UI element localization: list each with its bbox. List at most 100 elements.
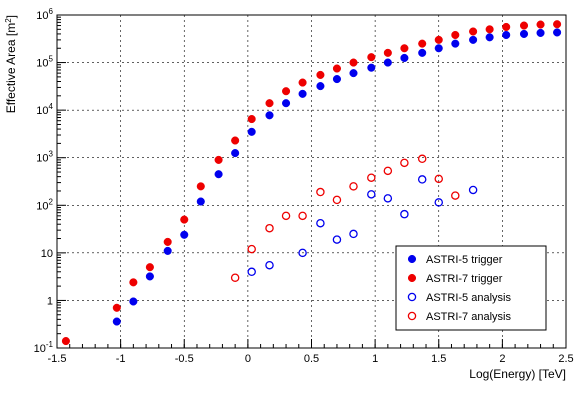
data-point bbox=[298, 89, 307, 98]
data-point bbox=[247, 267, 256, 277]
data-point bbox=[265, 99, 274, 108]
data-point bbox=[553, 28, 562, 37]
data-point bbox=[485, 33, 494, 42]
data-point bbox=[400, 44, 409, 53]
data-point bbox=[367, 53, 376, 62]
data-point bbox=[316, 187, 325, 197]
data-point bbox=[129, 297, 138, 306]
data-point bbox=[282, 87, 291, 96]
data-point bbox=[349, 229, 358, 239]
data-point bbox=[332, 64, 342, 73]
legend-box bbox=[395, 245, 547, 331]
y-tick-exponent: 5 bbox=[49, 55, 54, 64]
data-point bbox=[502, 22, 511, 32]
y-tick-exponent: 6 bbox=[49, 7, 54, 16]
data-point bbox=[282, 99, 291, 108]
data-point bbox=[61, 336, 70, 346]
data-point bbox=[400, 158, 409, 168]
y-tick-base: 10 bbox=[36, 200, 48, 212]
data-point bbox=[502, 30, 511, 40]
data-point bbox=[231, 149, 240, 158]
data-point bbox=[129, 278, 138, 287]
legend-entry-label: ASTRI-5 analysis bbox=[426, 292, 511, 304]
data-point bbox=[265, 111, 274, 120]
y-tick-base: 10 bbox=[36, 105, 48, 117]
data-point bbox=[418, 39, 427, 48]
data-point bbox=[298, 78, 307, 87]
y-tick-label: 103 bbox=[36, 150, 53, 165]
series-astri-7-analysis bbox=[230, 154, 460, 282]
legend-marker bbox=[407, 311, 417, 321]
y-tick-base: 10 bbox=[34, 343, 46, 355]
legend-marker bbox=[407, 292, 417, 302]
data-point bbox=[434, 174, 443, 184]
data-point bbox=[367, 173, 376, 182]
data-point bbox=[553, 20, 562, 29]
data-point bbox=[332, 195, 342, 205]
data-point bbox=[180, 215, 189, 224]
data-point bbox=[417, 154, 427, 164]
data-point bbox=[434, 35, 443, 44]
y-tick-exponent: 2 bbox=[49, 197, 54, 206]
data-point bbox=[214, 155, 223, 164]
x-tick-label: 0.5 bbox=[304, 353, 319, 365]
data-point bbox=[247, 127, 256, 136]
y-tick-label: 102 bbox=[36, 197, 53, 212]
y-axis-title-end: ] bbox=[4, 15, 18, 18]
data-point bbox=[519, 21, 529, 30]
data-point bbox=[247, 244, 256, 254]
data-point bbox=[281, 211, 291, 221]
y-tick-base: 10 bbox=[36, 153, 48, 165]
y-tick-label: 106 bbox=[36, 7, 53, 22]
data-point bbox=[434, 44, 443, 53]
data-point bbox=[451, 39, 460, 48]
data-point bbox=[349, 58, 358, 67]
x-tick-label: -1 bbox=[116, 353, 126, 365]
data-point bbox=[316, 70, 325, 79]
y-tick-base: 10 bbox=[36, 58, 48, 70]
data-point bbox=[196, 197, 205, 206]
data-points bbox=[61, 20, 562, 346]
y-axis-title: Effective Area [m2] bbox=[4, 15, 18, 113]
data-point bbox=[400, 53, 409, 63]
data-point bbox=[298, 248, 307, 258]
data-point bbox=[469, 27, 478, 36]
y-tick-base: 10 bbox=[36, 10, 48, 22]
data-point bbox=[349, 182, 358, 191]
y-tick-value: 10 bbox=[41, 248, 53, 260]
legend-marker bbox=[407, 254, 417, 264]
x-tick-label: 0 bbox=[245, 353, 251, 365]
x-tick-label: 2 bbox=[499, 353, 505, 365]
data-point bbox=[163, 237, 172, 246]
legend-entry-label: ASTRI-5 trigger bbox=[426, 254, 503, 266]
data-point bbox=[400, 209, 409, 219]
data-point bbox=[367, 63, 376, 72]
data-point bbox=[214, 170, 223, 179]
data-point bbox=[468, 185, 478, 195]
legend: ASTRI-5 trigger ASTRI-7 trigger ASTRI-5 an… bbox=[395, 245, 547, 331]
x-tick-label: 1 bbox=[372, 353, 378, 365]
y-tick-exponent: -1 bbox=[46, 340, 54, 349]
data-point bbox=[536, 28, 545, 37]
y-tick-label: 1 bbox=[47, 295, 53, 307]
data-point bbox=[196, 182, 205, 191]
y-tick-label: 10-1 bbox=[34, 340, 54, 355]
data-point bbox=[383, 166, 393, 176]
data-point bbox=[332, 235, 342, 244]
data-point bbox=[231, 136, 240, 145]
x-tick-label: -1.5 bbox=[48, 353, 67, 365]
data-point bbox=[230, 273, 240, 282]
data-point bbox=[332, 75, 342, 84]
data-point bbox=[383, 194, 393, 203]
data-point bbox=[349, 69, 358, 78]
y-tick-label: 104 bbox=[36, 102, 53, 117]
series-astri-5-trigger bbox=[112, 28, 562, 326]
x-tick-label: 1.5 bbox=[431, 353, 446, 365]
data-point bbox=[469, 35, 478, 44]
legend-entry-label: ASTRI-7 analysis bbox=[426, 311, 511, 323]
axis-ticks bbox=[56, 14, 567, 349]
data-point bbox=[536, 20, 545, 29]
